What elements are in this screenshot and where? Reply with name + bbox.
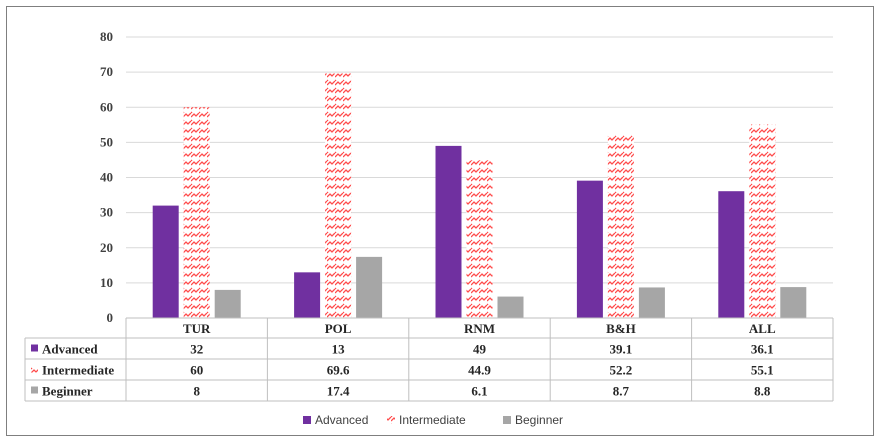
bar-advanced-0: [153, 206, 179, 318]
bar-beginner-1: [356, 257, 382, 318]
table-cell: 32: [190, 342, 203, 357]
table-row-label: Beginner: [42, 384, 93, 399]
legend-label: Intermediate: [399, 413, 466, 427]
chart-frame: 0 10 20 30 40 50 60 70 80 TUR POL RNM B&H ALL Advance…: [6, 6, 874, 436]
y-tick-label: 70: [100, 64, 113, 79]
table-cell: 69.6: [327, 363, 350, 378]
y-tick-label: 40: [100, 170, 113, 185]
bar-advanced-3: [577, 181, 603, 318]
bar-intermediate-0: [184, 107, 210, 318]
y-tick-label: 10: [100, 275, 113, 290]
table-legend-key: [31, 387, 38, 394]
legend-label: Advanced: [315, 413, 368, 427]
table-cell: 55.1: [751, 363, 774, 378]
table-cell: 8: [193, 384, 200, 399]
category-label: RNM: [464, 321, 495, 336]
legend-label: Beginner: [515, 413, 563, 427]
legend-swatch: [303, 416, 311, 424]
table-cell: 36.1: [751, 342, 774, 357]
table-cell: 52.2: [610, 363, 633, 378]
table-cell: 60: [190, 363, 203, 378]
table-cell: 13: [332, 342, 346, 357]
table-cell: 6.1: [471, 384, 487, 399]
y-tick-label: 20: [100, 240, 113, 255]
category-label: B&H: [606, 321, 636, 336]
bar-beginner-4: [780, 287, 806, 318]
bar-beginner-0: [215, 290, 241, 318]
bar-beginner-3: [639, 287, 665, 318]
y-tick-label: 60: [100, 99, 113, 114]
bar-intermediate-3: [608, 135, 634, 318]
table-row-label: Intermediate: [42, 363, 114, 378]
category-label: TUR: [183, 321, 211, 336]
table-legend-key: [31, 345, 38, 352]
category-label: ALL: [749, 321, 776, 336]
bars: [153, 74, 807, 318]
legend: Advanced Intermediate Beginner: [303, 413, 563, 427]
table-row-label: Advanced: [42, 342, 98, 357]
table-legend-key: [31, 366, 38, 373]
bar-beginner-2: [498, 297, 524, 318]
bar-chart: 0 10 20 30 40 50 60 70 80 TUR POL RNM B&H ALL Advance…: [7, 7, 873, 435]
table-cell: 17.4: [327, 384, 350, 399]
bar-advanced-4: [718, 191, 744, 318]
bar-intermediate-4: [749, 124, 775, 318]
legend-swatch: [503, 416, 511, 424]
table-cell: 39.1: [610, 342, 633, 357]
category-label: POL: [325, 321, 352, 336]
y-tick-label: 30: [100, 205, 113, 220]
y-axis-ticks: 0 10 20 30 40 50 60 70 80: [100, 29, 113, 325]
y-tick-label: 0: [107, 310, 114, 325]
data-table: TUR POL RNM B&H ALL Advanced 32 13 49 39.1 36.1 Int…: [25, 318, 833, 401]
bar-advanced-1: [294, 272, 320, 318]
table-cell: 49: [473, 342, 487, 357]
legend-swatch: [387, 416, 395, 424]
table-cell: 8.8: [754, 384, 771, 399]
bar-intermediate-1: [325, 74, 351, 318]
bar-advanced-2: [436, 146, 462, 318]
table-cell: 44.9: [468, 363, 491, 378]
table-cell: 8.7: [613, 384, 630, 399]
y-tick-label: 50: [100, 134, 113, 149]
bar-intermediate-2: [467, 160, 493, 318]
y-tick-label: 80: [100, 29, 113, 44]
